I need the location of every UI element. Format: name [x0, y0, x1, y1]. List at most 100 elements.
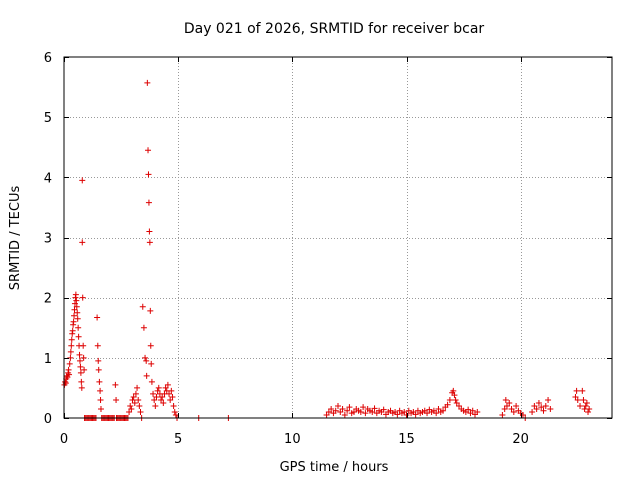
data-point [172, 411, 179, 418]
grid-lines [64, 57, 612, 418]
data-point [538, 404, 545, 411]
data-point [150, 390, 157, 397]
data-point [143, 372, 150, 379]
data-point [146, 239, 153, 246]
data-point [80, 354, 87, 361]
data-point [144, 79, 151, 86]
data-point [137, 408, 144, 415]
data-point [159, 393, 166, 400]
y-tick-label: 5 [44, 111, 52, 126]
data-point [412, 411, 419, 418]
data-point [424, 410, 431, 417]
y-tick-label: 4 [44, 171, 52, 186]
x-axis-label: GPS time / hours [280, 460, 389, 475]
x-axis-ticks: 0 5 10 15 20 [60, 57, 529, 447]
data-point [357, 408, 364, 415]
data-point [401, 408, 408, 415]
data-point [135, 396, 142, 403]
chart-title: Day 021 of 2026, SRMTID for receiver bca… [184, 21, 485, 37]
data-point [66, 371, 73, 378]
data-point [77, 369, 84, 376]
data-point [136, 402, 143, 409]
data-point [170, 402, 177, 409]
data-point [508, 405, 515, 412]
data-point [97, 405, 104, 412]
data-point [131, 399, 138, 406]
data-point [143, 357, 150, 364]
data-point [66, 360, 73, 367]
x-tick-label: 15 [398, 432, 415, 447]
data-point [73, 297, 80, 304]
y-tick-label: 2 [44, 292, 52, 307]
data-point [130, 393, 137, 400]
data-point [360, 404, 367, 411]
data-point [542, 402, 549, 409]
data-point [69, 327, 76, 334]
data-point [96, 378, 103, 385]
data-point [452, 396, 459, 403]
data-point [72, 291, 79, 298]
data-point [71, 300, 78, 307]
data-point [446, 396, 453, 403]
data-point [68, 336, 75, 343]
data-point [574, 396, 581, 403]
data-point [151, 396, 158, 403]
data-point [78, 378, 85, 385]
data-point [453, 399, 460, 406]
plot-frame [63, 56, 613, 419]
data-point [456, 402, 463, 409]
data-point [337, 408, 344, 415]
y-axis-ticks: 0 1 2 3 4 5 6 [44, 51, 612, 427]
data-point [164, 381, 171, 388]
data-point [323, 411, 330, 418]
data-point [451, 392, 458, 399]
data-point [403, 411, 410, 418]
data-point [332, 407, 339, 414]
data-point [341, 411, 348, 418]
data-point [350, 408, 357, 415]
data-point [325, 408, 332, 415]
data-point [67, 354, 74, 361]
data-points [61, 79, 593, 421]
data-point [339, 405, 346, 412]
data-point [112, 381, 119, 388]
data-point [74, 309, 81, 316]
data-point [95, 366, 102, 373]
x-tick-label: 10 [284, 432, 301, 447]
data-point [127, 402, 134, 409]
data-point [503, 402, 510, 409]
data-point [78, 384, 85, 391]
x-tick-label: 20 [512, 432, 529, 447]
data-point [97, 387, 104, 394]
data-point [152, 402, 159, 409]
data-point [583, 399, 590, 406]
data-point [113, 396, 120, 403]
data-point [154, 387, 161, 394]
data-point [380, 406, 387, 413]
data-point [160, 399, 167, 406]
data-point [465, 406, 472, 413]
data-point [435, 405, 442, 412]
data-point [71, 306, 78, 313]
data-point [501, 405, 508, 412]
x-tick-label: 0 [60, 432, 68, 447]
data-point [577, 402, 584, 409]
data-point [68, 342, 75, 349]
data-point [79, 239, 86, 246]
data-point [572, 393, 579, 400]
data-point [579, 387, 586, 394]
data-point [535, 399, 542, 406]
data-point [94, 342, 101, 349]
data-point [582, 402, 589, 409]
data-point [71, 312, 78, 319]
data-point [469, 407, 476, 414]
data-point [499, 411, 506, 418]
data-point [153, 393, 160, 400]
data-point [502, 396, 509, 403]
data-point [139, 303, 146, 310]
data-point [147, 307, 154, 314]
data-point [506, 399, 513, 406]
data-point [533, 405, 540, 412]
data-point [344, 407, 351, 414]
data-point [76, 357, 83, 364]
